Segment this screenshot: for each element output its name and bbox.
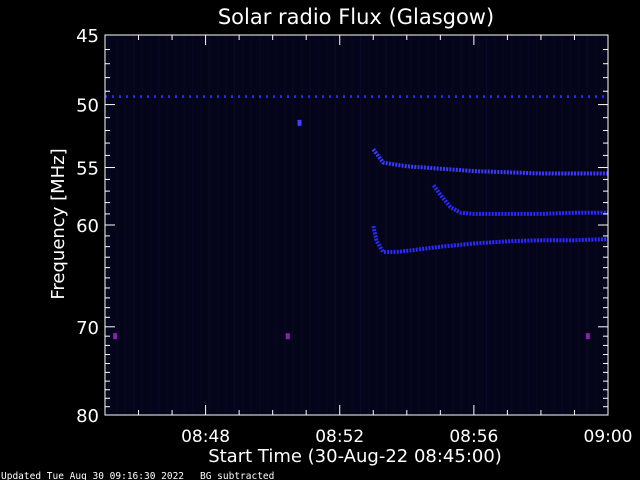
noise-column [570,35,571,415]
noise-column [250,35,252,415]
x-tick-label: 09:00 [584,427,633,447]
noise-column [536,35,538,415]
noise-column [435,35,437,415]
noise-column [276,35,277,415]
noise-column [519,35,521,415]
noise-column [318,35,319,415]
footer-updated: Updated Tue Aug 30 09:16:30 2022 [1,471,184,480]
plot-area [105,35,608,415]
x-tick-label: 08:48 [181,427,230,447]
noise-column [259,35,261,415]
noise-column [183,35,185,415]
noise-column [292,35,294,415]
noise-column [351,35,353,415]
noise-column [561,35,563,415]
noise-column [469,35,471,415]
chart-title: Solar radio Flux (Glasgow) [218,5,494,29]
noise-column [511,35,513,415]
noise-column [402,35,403,415]
noise-column [385,35,387,415]
noise-column [502,35,504,415]
noise-column [544,35,546,415]
noise-column [326,35,328,415]
burst-trace [431,184,608,216]
noise-column [427,35,429,415]
footer-note: BG subtracted [200,471,274,480]
y-axis-label: Frequency [MHz] [48,148,69,299]
noise-column [460,35,462,415]
y-tick-label: 80 [76,406,99,427]
noise-column [124,35,126,415]
y-tick-label: 70 [76,318,99,339]
noise-column [158,35,160,415]
noise-column [376,35,378,415]
signal-features [105,95,609,340]
y-tick-label: 55 [76,159,99,180]
noise-column [116,35,118,415]
noise-column [452,35,454,415]
y-tick-label: 60 [76,216,99,237]
noise-column [553,35,555,415]
noise-column [217,35,219,415]
noise-column [410,35,412,415]
noise-column [208,35,210,415]
signal-spot [113,333,118,340]
noise-column [234,35,235,415]
noise-column [150,35,151,415]
signal-spot [297,119,302,126]
noise-column [393,35,395,415]
noise-column [242,35,244,415]
noise-column [166,35,168,415]
noise-column [225,35,227,415]
plot-background [105,35,608,415]
noise-column [444,35,445,415]
noise-column [141,35,143,415]
signal-spot [285,333,290,340]
noise-column [418,35,420,415]
x-tick-label: 08:56 [449,427,498,447]
noise-column [360,35,361,415]
x-tick-label: 08:52 [315,427,364,447]
signal-spot [585,333,590,340]
noise-column [477,35,479,415]
noise-column [267,35,269,415]
y-tick-label: 45 [76,26,99,47]
noise-column [343,35,345,415]
noise-column [309,35,311,415]
noise-column [586,35,588,415]
noise-column [284,35,286,415]
noise-column [200,35,202,415]
axis-ticks: 08:48 08:52 08:56 09:00 45 50 55 60 70 80 [76,26,632,447]
burst-trace [371,225,609,254]
noise-column [133,35,135,415]
noise-column [528,35,529,415]
noise-column [494,35,496,415]
noise-column [192,35,193,415]
noise-column [301,35,303,415]
noise-column [175,35,177,415]
noise-column [578,35,580,415]
noise-column [334,35,336,415]
x-axis-label: Start Time (30-Aug-22 08:45:00) [208,446,502,467]
noise-column [368,35,370,415]
noise-column [486,35,487,415]
y-tick-label: 50 [76,96,99,117]
noise-column [595,35,597,415]
